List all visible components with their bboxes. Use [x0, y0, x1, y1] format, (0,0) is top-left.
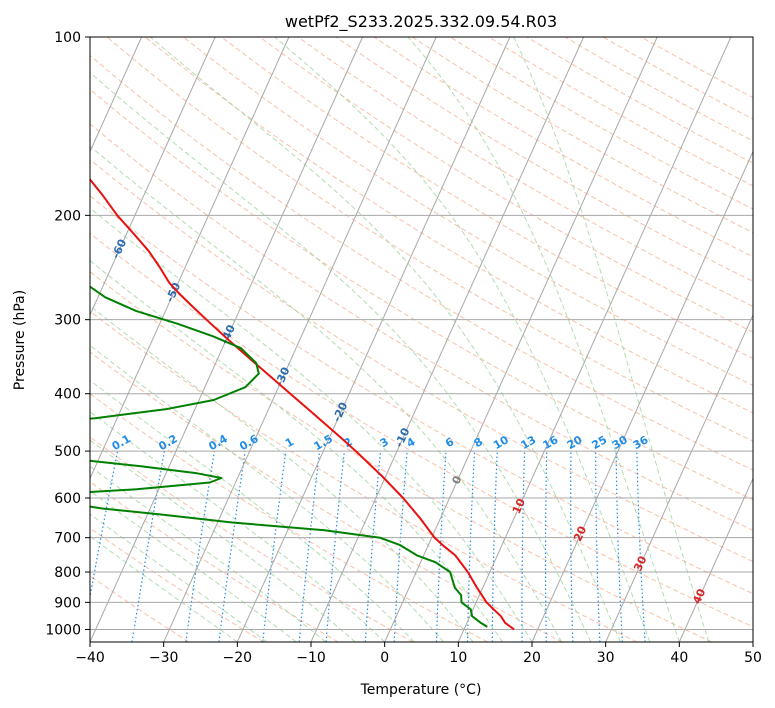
dry-adiabat-line	[90, 54, 753, 471]
y-tick-label: 1000	[45, 622, 81, 638]
dry-adiabat-value-label: 20	[571, 524, 589, 544]
mixing-ratio-line	[298, 451, 321, 642]
x-tick-label: 30	[597, 650, 615, 666]
moist-adiabat-line	[90, 535, 238, 642]
isotherm-line	[90, 37, 216, 317]
dry-adiabat-line	[90, 575, 190, 642]
moist-adiabat-line	[150, 37, 621, 642]
dry-adiabat-value-label: 30	[631, 554, 649, 574]
moist-adiabat-line	[274, 37, 651, 642]
x-tick-label: −10	[296, 650, 326, 666]
sounding-profiles	[90, 177, 515, 631]
temperature-profile-line	[90, 177, 515, 631]
dry-adiabat-line	[90, 88, 753, 501]
x-tick-label: 50	[744, 650, 762, 666]
y-tick-label: 600	[54, 491, 81, 507]
dewpoint-profile-line	[90, 285, 488, 628]
moist-adiabat-line	[90, 465, 327, 642]
mixing-ratio-line	[218, 451, 246, 642]
isotherm-line	[90, 37, 290, 480]
dry-adiabat-line	[90, 195, 753, 595]
moist-adiabat-line	[90, 71, 592, 642]
x-tick-label: 0	[380, 650, 389, 666]
mixing-ratio-line	[262, 451, 287, 642]
dry-adiabat-line	[90, 158, 753, 563]
plot-frame	[89, 36, 754, 643]
isotherm-line	[90, 37, 143, 153]
dry-adiabat-line	[90, 351, 563, 642]
dry-adiabat-line	[90, 123, 753, 531]
x-tick-label: 20	[523, 650, 541, 666]
y-tick-label: 100	[54, 30, 81, 46]
mixing-ratio-line	[325, 451, 345, 642]
x-axis-label: Temperature (°C)	[360, 682, 482, 698]
dry-adiabat-line	[90, 393, 488, 642]
isotherm-line	[163, 37, 437, 642]
dry-adiabats	[90, 37, 753, 642]
y-axis-label: Pressure (hPa)	[12, 290, 28, 390]
isotherm-line	[605, 313, 753, 642]
dry-adiabat-value-label: 40	[690, 586, 708, 606]
y-axis-ticks: 100 200 300 400 500 600 700 800 900 1000	[45, 30, 90, 638]
moist-adiabat-line	[90, 379, 415, 642]
x-tick-label: −20	[223, 650, 253, 666]
mixing-ratio-line	[364, 451, 382, 642]
moist-adiabat-line	[90, 439, 356, 642]
isotherms	[90, 37, 753, 642]
isotherm-line	[236, 37, 511, 642]
y-tick-label: 900	[54, 595, 81, 611]
y-tick-label: 200	[54, 208, 81, 224]
dry-adiabat-line	[259, 37, 753, 333]
dry-adiabat-line	[90, 271, 712, 642]
dry-adiabat-line	[90, 232, 753, 628]
dry-adiabat-line	[221, 37, 753, 360]
moist-adiabat-line	[90, 344, 444, 642]
y-tick-label: 700	[54, 531, 81, 547]
isotherm-line	[457, 37, 732, 642]
moist-adiabat-line	[90, 259, 503, 642]
y-tick-label: 500	[54, 444, 81, 460]
dry-adiabat-value-label: 10	[510, 496, 528, 516]
moist-adiabat-line	[407, 37, 680, 642]
mixing-ratio-lines	[90, 450, 646, 642]
moist-adiabat-line	[90, 207, 533, 642]
y-tick-label: 400	[54, 387, 81, 403]
x-tick-label: 40	[670, 650, 688, 666]
moist-adiabat-line	[90, 145, 562, 642]
isotherm-line	[384, 37, 658, 642]
x-tick-label: −40	[75, 650, 105, 666]
x-tick-label: 10	[449, 650, 467, 666]
isotherm-line	[90, 37, 364, 642]
x-tick-label: −30	[149, 650, 179, 666]
pressure-gridlines	[90, 37, 753, 630]
dry-adiabat-line	[182, 37, 753, 386]
dry-adiabat-line	[90, 481, 339, 642]
moist-adiabat-line	[513, 37, 710, 642]
y-tick-label: 300	[54, 313, 81, 329]
y-tick-label: 800	[54, 565, 81, 581]
isotherm-line	[678, 477, 753, 642]
mixing-ratio-line	[185, 451, 215, 642]
isotherm-line	[531, 150, 753, 642]
moist-adiabats	[90, 37, 710, 642]
isotherm-line	[310, 37, 585, 642]
x-axis-ticks: −40 −30 −20 −10 0 10 20 30 40 50	[75, 642, 762, 666]
chart-title: wetPf2_S233.2025.332.09.54.R03	[285, 12, 557, 32]
